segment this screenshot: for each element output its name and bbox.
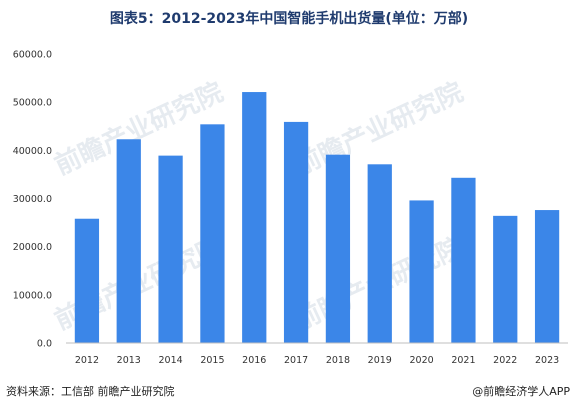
x-tick-label: 2017 [284, 355, 308, 366]
x-tick-label: 2021 [451, 355, 475, 366]
y-tick-label: 40000.0 [13, 146, 52, 157]
x-tick-label: 2013 [117, 355, 141, 366]
y-tick-label: 60000.0 [13, 50, 52, 61]
x-tick-label: 2016 [242, 355, 266, 366]
x-tick-label: 2012 [75, 355, 99, 366]
bar-2019 [367, 164, 392, 343]
bar-2023 [534, 210, 560, 343]
bar-2017 [283, 121, 309, 343]
y-tick-label: 50000.0 [13, 98, 52, 109]
bar-2016 [242, 92, 267, 343]
source-note: 资料来源：工信部 前瞻产业研究院 [6, 385, 175, 398]
bar-2012 [74, 218, 100, 343]
bar-2018 [325, 154, 351, 343]
bar-2015 [200, 124, 225, 343]
footer: 资料来源：工信部 前瞻产业研究院 @前瞻经济学人APP [0, 383, 578, 403]
brand-credit: @前瞻经济学人APP [472, 385, 570, 398]
x-tick-label: 2019 [368, 355, 392, 366]
bar-2022 [493, 215, 518, 343]
y-tick-label: 10000.0 [13, 290, 52, 301]
x-tick-label: 2015 [200, 355, 224, 366]
y-axis-ticks: 0.0 10000.0 20000.0 30000.0 40000.0 50000.0 60… [13, 50, 52, 350]
x-tick-label: 2018 [326, 355, 350, 366]
bar-2021 [451, 177, 476, 343]
chart-title: 图表5：2012-2023年中国智能手机出货量(单位：万部) [109, 11, 469, 27]
y-tick-label: 20000.0 [13, 242, 52, 253]
y-tick-label: 0.0 [37, 339, 52, 350]
bar-2020 [409, 200, 434, 343]
bar-chart: 前瞻产业研究院前瞻产业研究院前瞻产业研究院前瞻产业研究院 0.010000.02… [13, 50, 568, 366]
x-axis-ticks: 2012 2013 2014 2015 2016 2017 2018 2019 2020 2021… [75, 355, 559, 366]
x-tick-label: 2022 [493, 355, 517, 366]
y-tick-label: 30000.0 [13, 194, 52, 205]
bar-2014 [158, 155, 183, 343]
x-tick-label: 2020 [409, 355, 433, 366]
x-tick-label: 2023 [535, 355, 559, 366]
bar-2013 [116, 139, 141, 343]
x-tick-label: 2014 [158, 355, 182, 366]
bars-group [74, 92, 560, 343]
